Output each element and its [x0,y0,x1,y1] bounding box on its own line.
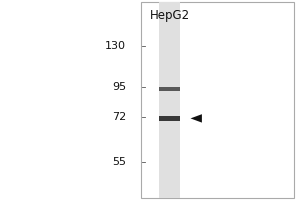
Text: 55: 55 [112,157,126,167]
Text: HepG2: HepG2 [149,9,190,22]
Text: 95: 95 [112,82,126,92]
Bar [159,116,180,121]
Bar [159,87,180,91]
Text: 72: 72 [112,112,126,122]
Text: 130: 130 [105,41,126,51]
Bar [159,2,180,198]
Bar [141,2,294,198]
Polygon shape [190,114,202,123]
